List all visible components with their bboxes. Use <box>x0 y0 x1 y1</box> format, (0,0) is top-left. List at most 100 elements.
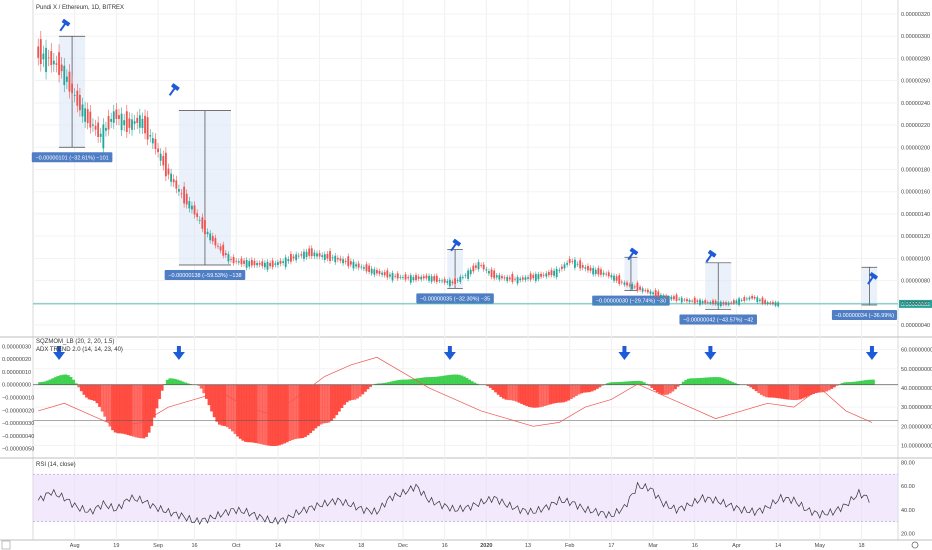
momentum-bar <box>241 384 245 441</box>
momentum-bar <box>770 384 774 398</box>
candle-body <box>594 269 597 274</box>
squeeze-right-tick: 30.00000000 <box>901 405 932 411</box>
momentum-bar <box>434 376 438 385</box>
candle-body <box>240 258 243 265</box>
momentum-bar <box>673 384 677 390</box>
time-tick-label: Oct <box>232 543 241 549</box>
timezone-control[interactable] <box>1 540 11 550</box>
price-candles <box>37 30 780 308</box>
momentum-bar <box>645 383 649 385</box>
candle-body <box>459 276 462 282</box>
time-tick-label: 18 <box>858 543 864 549</box>
candle-body <box>370 268 373 274</box>
candle-body <box>326 253 329 259</box>
arrow-shaft <box>176 346 181 353</box>
price-hammer-markers <box>59 18 878 285</box>
momentum-bar <box>264 384 268 446</box>
candle-body <box>480 265 483 267</box>
candle-body <box>290 253 292 262</box>
momentum-bar <box>548 384 552 405</box>
candle-body <box>566 262 569 265</box>
momentum-bar <box>361 384 365 395</box>
momentum-bar <box>473 382 477 385</box>
momentum-bar <box>186 383 190 385</box>
momentum-bar <box>759 384 763 395</box>
candle-body <box>63 65 66 86</box>
momentum-bar <box>335 384 339 416</box>
momentum-bar <box>869 379 873 385</box>
momentum-bar <box>53 377 57 385</box>
hammer-head <box>61 18 71 27</box>
momentum-bar <box>676 384 680 387</box>
price-tick-label: 0.00000160 <box>901 190 930 196</box>
momentum-bar <box>244 384 247 442</box>
momentum-bar <box>197 384 201 386</box>
candle-body <box>615 276 618 281</box>
candle-body <box>693 297 696 304</box>
hammer-handle <box>705 253 713 263</box>
momentum-bar <box>853 381 857 385</box>
candle-body <box>230 259 232 260</box>
momentum-bar <box>111 384 115 431</box>
candle-body <box>412 277 415 281</box>
momentum-bar <box>105 384 109 422</box>
momentum-bar <box>350 384 354 401</box>
hammer-head <box>629 247 639 256</box>
momentum-bar <box>421 377 425 385</box>
candle-body <box>722 302 725 305</box>
momentum-bar <box>228 384 232 430</box>
momentum-bar <box>74 383 78 385</box>
candle-body <box>99 133 102 137</box>
candle-body <box>159 153 162 161</box>
hammer-handle <box>59 22 67 32</box>
candle-body <box>456 279 459 281</box>
candle-body <box>177 189 180 192</box>
momentum-bar <box>272 384 276 447</box>
candle-body <box>78 94 81 111</box>
momentum-bar <box>418 377 422 385</box>
candle-body <box>263 262 266 268</box>
measure-label: −0.00000101 (−32.61%) −101 <box>35 155 108 161</box>
momentum-bar <box>600 384 604 386</box>
arrow-head <box>172 352 185 360</box>
price-tick-label: 0.00000100 <box>901 256 930 262</box>
momentum-bar <box>726 379 729 385</box>
candle-body <box>206 231 209 235</box>
momentum-bar <box>217 384 221 425</box>
arrow-shaft <box>622 346 627 353</box>
momentum-bar <box>332 384 336 419</box>
momentum-bar <box>627 381 630 385</box>
momentum-bar <box>858 380 862 385</box>
momentum-bar <box>449 374 453 385</box>
momentum-bar <box>694 378 698 385</box>
momentum-bar <box>100 384 104 412</box>
momentum-bar <box>160 384 164 391</box>
candle-body <box>748 297 751 300</box>
momentum-bar <box>475 383 479 385</box>
momentum-bar <box>296 384 300 439</box>
momentum-bar <box>327 384 331 423</box>
candle-body <box>769 302 772 304</box>
momentum-bar <box>718 377 722 385</box>
momentum-bar <box>653 384 656 391</box>
candle-body <box>45 47 47 73</box>
momentum-bar <box>270 384 273 446</box>
candle-body <box>527 277 529 279</box>
momentum-bar <box>181 381 185 385</box>
momentum-bar <box>538 384 542 408</box>
momentum-bar <box>465 378 469 385</box>
price-tick-label: 0.00000060 <box>901 301 930 307</box>
momentum-bar <box>845 382 849 385</box>
candle-body <box>714 300 717 305</box>
gear-icon[interactable] <box>911 541 919 549</box>
candle-body <box>753 296 756 299</box>
momentum-bar <box>496 384 500 395</box>
rsi-tick-label: 40.00 <box>901 508 915 514</box>
momentum-bar <box>439 376 443 385</box>
momentum-bar <box>660 384 664 395</box>
candle-body <box>631 284 634 290</box>
momentum-bar <box>462 376 466 385</box>
candle-body <box>237 261 240 263</box>
momentum-bar <box>515 384 518 402</box>
momentum-bar <box>158 384 161 400</box>
